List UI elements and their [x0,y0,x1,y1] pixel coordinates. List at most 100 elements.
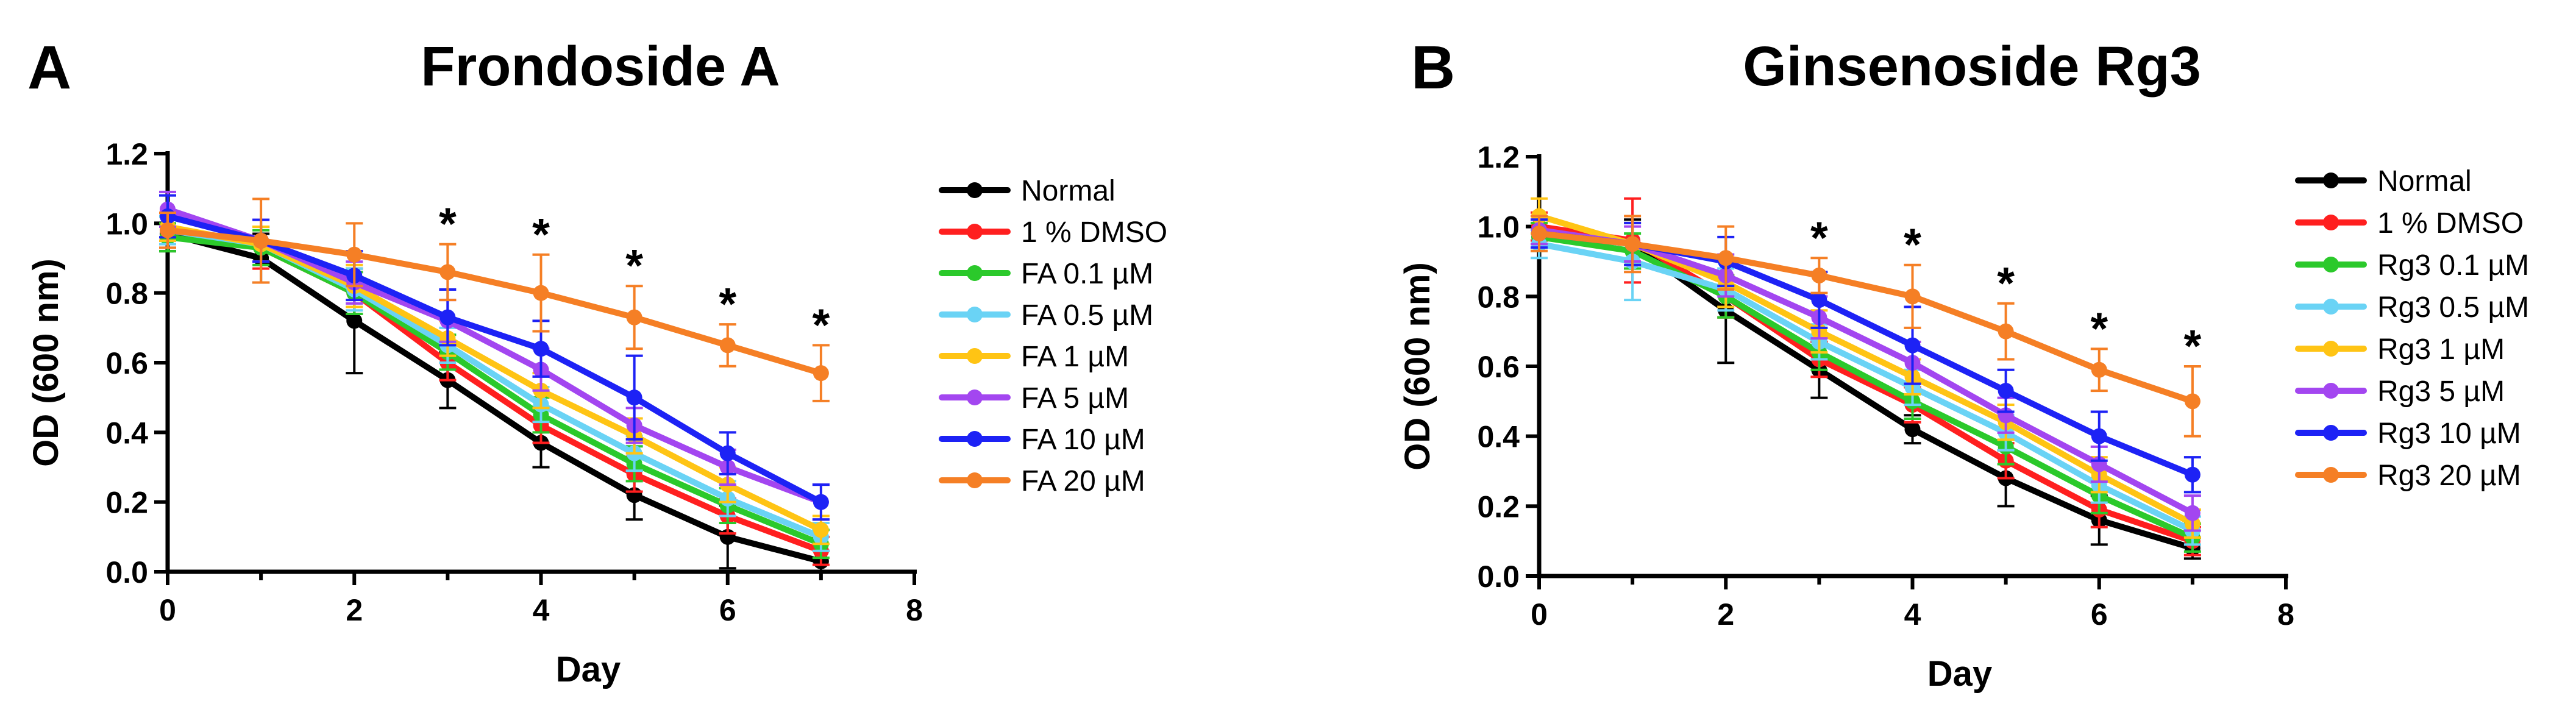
significance-star: * [2183,321,2201,371]
chart-title: Ginsenoside Rg3 [1743,35,2201,98]
y-tick-label: 0.4 [105,416,148,450]
legend-swatch-marker [967,472,983,488]
legend-item: Rg3 0.1 µM [2295,249,2529,282]
data-point [1624,236,1641,252]
legend-item: 1 % DMSO [939,216,1167,249]
data-point [2184,393,2201,410]
y-tick-label: 1.0 [1477,210,1520,244]
legend-label: 1 % DMSO [1021,216,1167,249]
x-tick-label: 8 [906,593,923,627]
panel-letter: A [27,34,71,102]
y-tick-label: 1.2 [105,137,148,171]
series-line [165,227,824,377]
legend-label: Rg3 10 µM [2377,418,2521,450]
panel-letter: B [1411,34,1455,102]
series-line [1536,227,2196,552]
y-axis-title: OD (600 nm) [26,258,66,467]
legend-label: Rg3 1 µM [2377,333,2505,366]
significance-star: * [532,209,550,260]
legend-label: FA 1 µM [1021,341,1129,373]
legend-item: Rg3 1 µM [2295,333,2505,366]
legend: Normal 1 % DMSO FA 0.1 µM FA 0.5 µM FA 1 µM F… [939,175,1167,497]
panel-a: A Frondoside A 0.0 0.2 0.4 0.6 0.8 1.0 1.2 0 2 4 6 8 D… [26,34,1167,689]
data-point [1531,226,1547,242]
legend-swatch-marker [967,182,983,198]
legend-label: FA 0.1 µM [1021,258,1153,290]
data-point [626,390,642,406]
legend-swatch-marker [967,224,983,240]
x-tick-label: 2 [1717,597,1734,631]
series-7 [1531,215,2201,438]
y-tick-label: 0.6 [105,346,148,380]
series-7 [159,197,830,402]
legend-label: 1 % DMSO [2377,207,2524,240]
x-tick-label: 6 [719,593,736,627]
legend-item: 1 % DMSO [2295,207,2524,240]
legend-label: FA 10 µM [1021,424,1145,456]
legend-swatch-marker [2323,341,2339,357]
data-point [439,264,456,280]
series-line [165,234,824,547]
x-tick-label: 0 [159,593,176,627]
y-tick-label: 0.8 [105,277,148,311]
y-tick-label: 1.0 [105,207,148,241]
y-tick-label: 0.4 [1477,420,1520,454]
significance-star: * [719,279,736,329]
legend-swatch-marker [2323,383,2339,399]
y-tick-label: 0.0 [105,555,148,589]
data-point [1904,288,1921,305]
data-point [1998,383,2014,399]
legend-swatch-marker [2323,173,2339,188]
data-point [533,341,549,357]
data-point [2091,428,2107,444]
legend-label: Rg3 5 µM [2377,375,2505,408]
chart-title: Frondoside A [421,35,780,98]
data-point [1811,267,1827,283]
legend-swatch-marker [967,265,983,281]
x-tick-label: 0 [1531,597,1548,631]
data-point [533,285,549,301]
legend-swatch-marker [967,431,983,447]
y-tick-label: 0.0 [1477,560,1520,594]
series-line [1536,241,2196,534]
series-line [165,213,824,505]
y-tick-label: 0.8 [1477,280,1520,314]
legend-item: FA 0.1 µM [939,258,1153,290]
y-tick-label: 0.6 [1477,350,1520,384]
legend-swatch-marker [967,307,983,322]
x-tick-label: 4 [1904,597,1921,631]
data-point [346,246,363,263]
legend-swatch-marker [2323,467,2339,483]
legend-swatch-marker [2323,257,2339,272]
x-tick-label: 2 [346,593,363,627]
legend-label: Rg3 0.5 µM [2377,291,2529,324]
legend-item: FA 0.5 µM [939,299,1153,332]
legend-item: Normal [939,175,1115,207]
x-tick-label: 6 [2091,597,2108,631]
legend-item: FA 5 µM [939,382,1129,414]
y-tick-label: 0.2 [105,486,148,520]
legend-label: Rg3 20 µM [2377,460,2521,492]
legend: Normal 1 % DMSO Rg3 0.1 µM Rg3 0.5 µM Rg3 1 … [2295,165,2529,492]
axes: 0.0 0.2 0.4 0.6 0.8 1.0 1.2 0 2 4 6 8 [1477,140,2294,631]
data-point [1998,323,2014,340]
data-point [813,522,829,538]
data-point [2184,505,2201,521]
data-point [346,313,363,329]
legend-label: Normal [2377,165,2472,197]
series-line [165,224,824,533]
legend-item: Rg3 10 µM [2295,418,2521,450]
y-tick-label: 0.2 [1477,489,1520,524]
series-line [1536,230,2196,405]
legend-item: FA 10 µM [939,424,1145,456]
data-point [2184,466,2201,483]
significance-star: * [1997,258,2015,308]
x-tick-label: 4 [533,593,550,627]
data-point [813,365,829,382]
data-point [1718,250,1734,266]
data-point [2091,361,2107,378]
significance-star: * [812,299,830,350]
data-point [160,222,176,238]
legend-item: FA 1 µM [939,341,1129,373]
